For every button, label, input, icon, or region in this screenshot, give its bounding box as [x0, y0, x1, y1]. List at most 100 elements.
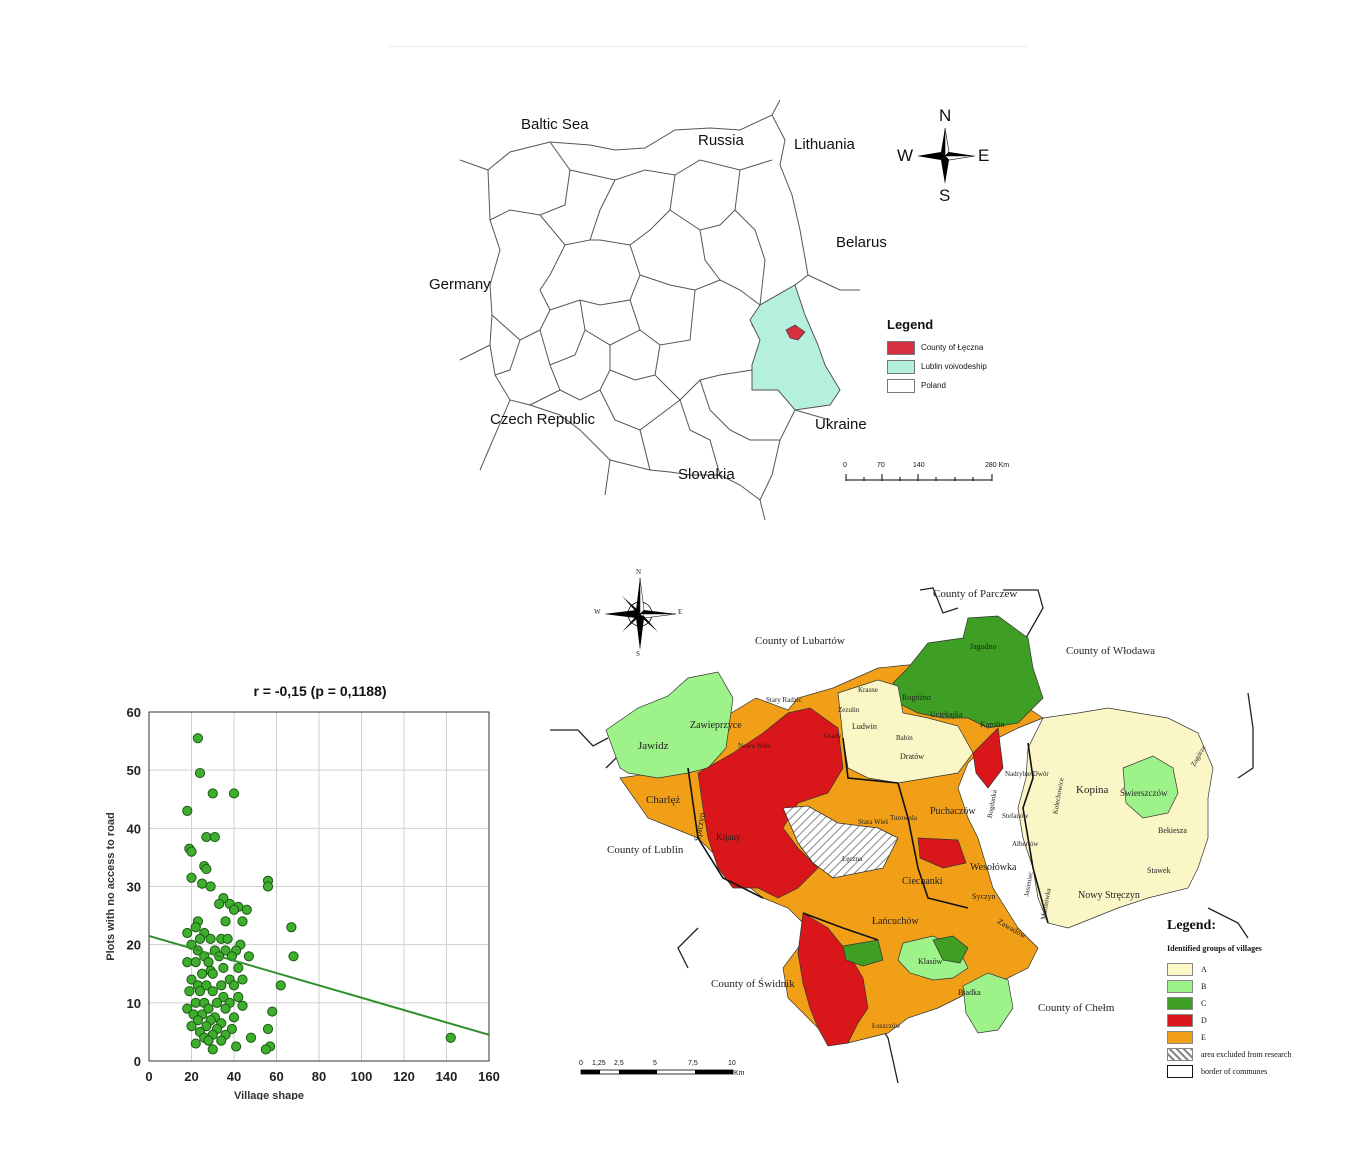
x-tick-label: 0 [145, 1069, 152, 1084]
data-point [267, 1006, 278, 1017]
village-label: Nadrybie Dwór [1005, 770, 1049, 778]
legend-label: Poland [921, 381, 946, 390]
village-label: Uciekajka [930, 710, 963, 719]
poland-scale-bar: 0 70 140 280 Km [840, 462, 1015, 488]
trend-line [148, 934, 490, 1036]
village-label: Łęczna [842, 855, 863, 863]
legend-item: area excluded from research [1167, 1046, 1337, 1062]
village-label: Babin [896, 734, 913, 742]
village-label: Stefanów [1002, 812, 1029, 820]
data-point [226, 1023, 237, 1035]
label-county-parczew: County of Parczew [933, 588, 1018, 600]
compass-e: E [678, 608, 683, 616]
data-point [190, 1038, 201, 1049]
compass-w: W [897, 146, 914, 165]
data-point [211, 997, 223, 1008]
legend-swatch [1167, 979, 1193, 993]
compass-e: E [978, 146, 990, 165]
village-label: Turowola [890, 814, 917, 822]
data-point [192, 733, 203, 744]
legend-label: E [1201, 1032, 1206, 1042]
county-leczna [785, 324, 806, 341]
area-group-d-west [697, 707, 844, 899]
village-label: Charlęż [646, 794, 681, 806]
y-tick-label: 30 [127, 880, 141, 895]
poland-map [459, 100, 860, 520]
data-point [243, 951, 254, 962]
lublin-voivodeship [749, 284, 841, 411]
data-point [184, 986, 195, 997]
village-label: Łańcuchów [872, 916, 919, 927]
data-point [222, 933, 233, 944]
data-point [209, 831, 220, 843]
label-county-chelm: County of Chełm [1038, 1002, 1115, 1014]
legend-label: B [1201, 981, 1207, 991]
top-divider [388, 46, 1028, 47]
village-label: Nowa Wieś [738, 742, 771, 750]
data-point [203, 957, 214, 968]
x-tick-label: 40 [227, 1069, 241, 1084]
village-label: Syczyn [972, 892, 996, 901]
village-label: Rogóźno [902, 693, 931, 702]
scatter-chart: 0 20 40 60 80 100 120 140 160 0 10 20 30 40 50 60 Villag… [105, 705, 500, 1100]
village-label: Kopina [1076, 784, 1109, 796]
county-map [550, 587, 1254, 1084]
data-point [214, 898, 225, 910]
legend-label: County of Łęczna [921, 343, 984, 352]
legend-item: County of Łęczna [887, 338, 1017, 357]
x-tick-label: 20 [184, 1069, 198, 1084]
data-point [186, 1021, 197, 1032]
area-group-d-north2 [972, 727, 1004, 789]
data-point [197, 968, 208, 979]
poland-legend: Legend County of Łęczna Lublin voivodesh… [887, 317, 1017, 395]
data-point [231, 1041, 242, 1052]
legend-item: A [1167, 961, 1337, 977]
data-point [241, 904, 252, 915]
y-tick-label: 50 [127, 763, 141, 778]
data-point [203, 1035, 214, 1046]
label-county-lublin: County of Lublin [607, 844, 684, 856]
data-point [245, 1032, 257, 1043]
data-point [233, 962, 244, 974]
village-label: Karolin [980, 720, 1005, 729]
legend-title: Legend [887, 317, 934, 332]
data-point [228, 1012, 240, 1023]
data-point [233, 991, 244, 1003]
area-group-d-central [917, 837, 967, 869]
legend-label: Lublin voivodeship [921, 362, 987, 371]
area-group-b-southeast [962, 972, 1014, 1034]
data-point [218, 962, 229, 974]
county-scale-bar: 0 1,25 2,5 5 7,5 10 Km [578, 1060, 758, 1082]
data-point [228, 980, 240, 991]
label-lithuania: Lithuania [794, 136, 855, 153]
scale-unit: Km [734, 1070, 745, 1077]
x-tick-label: 60 [269, 1069, 283, 1084]
compass-n: N [939, 106, 952, 125]
label-czech-republic: Czech Republic [490, 411, 596, 428]
legend-label: area excluded from research [1201, 1049, 1292, 1059]
village-label: Stary Radzic [766, 696, 802, 704]
legend-item: D [1167, 1012, 1337, 1028]
data-point [207, 788, 218, 799]
data-point [203, 1003, 214, 1014]
data-point [186, 846, 197, 857]
x-tick-label: 100 [351, 1069, 373, 1084]
area-group-a-north [837, 679, 974, 784]
x-tick-label: 80 [312, 1069, 326, 1084]
legend-swatch [887, 378, 915, 393]
x-tick-label: 160 [478, 1069, 500, 1084]
data-point [207, 1044, 218, 1055]
legend-swatch [1167, 1047, 1193, 1061]
scale-tick-label: 7,5 [688, 1060, 698, 1067]
area-group-b [605, 671, 734, 779]
legend-swatch [887, 340, 915, 355]
data-point [182, 805, 193, 816]
data-point [201, 831, 212, 843]
scale-tick-label: 280 Km [985, 462, 1010, 469]
y-tick-label: 40 [127, 821, 141, 836]
legend-label: C [1201, 998, 1207, 1008]
label-county-wlodawa: County of Włodawa [1066, 645, 1156, 657]
data-point [192, 1015, 203, 1026]
village-label: Wesołówka [970, 862, 1017, 873]
data-point [262, 881, 274, 892]
